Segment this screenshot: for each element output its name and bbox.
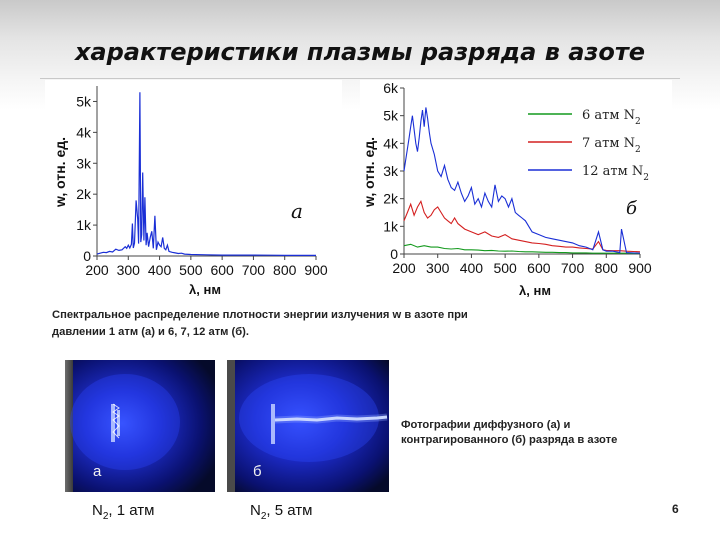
chart-a-annotation: а bbox=[291, 199, 303, 223]
a-xtick-label: 600 bbox=[210, 262, 234, 278]
spectrum-chart-b: 0 1k 2k 3k 4k 5k 6k 200 300 400 500 600 700 800 900 6… bbox=[360, 80, 672, 302]
photo-b-gas: N bbox=[250, 502, 261, 519]
b-xtick-label: 400 bbox=[460, 260, 484, 276]
page-number: 6 bbox=[672, 502, 679, 516]
chart-a-ylabel: w, отн. ед. bbox=[52, 137, 68, 208]
b-ytick-label: 0 bbox=[390, 246, 398, 262]
slide-title: характеристики плазмы разряда в азоте bbox=[74, 38, 646, 66]
a-xtick-label: 500 bbox=[179, 262, 203, 278]
b-xtick-label: 700 bbox=[561, 260, 585, 276]
photo-a-letter: а bbox=[93, 463, 102, 480]
photo-b-letter: б bbox=[253, 463, 262, 480]
b-xtick-label: 900 bbox=[628, 260, 652, 276]
chart-a-background bbox=[45, 80, 342, 302]
b-xtick-label: 600 bbox=[527, 260, 551, 276]
a-xtick-label: 900 bbox=[304, 262, 328, 278]
chart-a-series-line bbox=[96, 92, 316, 256]
b-xtick-label: 800 bbox=[595, 260, 619, 276]
b-xtick-label: 300 bbox=[426, 260, 450, 276]
chart-b-series-7atm bbox=[403, 200, 641, 253]
chart-a-xlabel: λ, нм bbox=[189, 282, 221, 297]
a-xtick-label: 200 bbox=[85, 262, 109, 278]
b-xtick-label: 200 bbox=[392, 260, 416, 276]
a-ytick-label: 2k bbox=[76, 186, 92, 202]
b-ytick-label: 5k bbox=[383, 108, 399, 124]
photo-a-gas-label: N2, 1 атм bbox=[92, 502, 154, 522]
legend-label: 12 атм N2 bbox=[582, 164, 649, 183]
spectrum-chart-a: 0 1k 2k 3k 4k 5k 200 300 400 500 600 700 800 900 w, … bbox=[45, 80, 342, 302]
a-ytick-label: 3k bbox=[76, 155, 92, 171]
photo-a-gas-sub: 2 bbox=[102, 511, 109, 522]
b-ytick-label: 1k bbox=[383, 218, 399, 234]
chart-b-series-12atm bbox=[403, 107, 641, 254]
photo-a-pressure: , 1 атм bbox=[108, 502, 155, 519]
photos-caption: Фотографии диффузного (а) и контрагирова… bbox=[401, 419, 618, 446]
discharge-photo-a bbox=[65, 360, 215, 492]
b-xtick-label: 500 bbox=[493, 260, 517, 276]
a-ytick-label: 1k bbox=[76, 217, 92, 233]
chart-b-ylabel: w, отн. ед. bbox=[361, 137, 377, 208]
a-xtick-label: 300 bbox=[117, 262, 141, 278]
a-ytick-label: 5k bbox=[76, 93, 92, 109]
b-ytick-label: 4k bbox=[383, 135, 399, 151]
chart-b-xlabel: λ, нм bbox=[519, 283, 551, 298]
a-xtick-label: 400 bbox=[148, 262, 172, 278]
chart-b-series-6atm bbox=[403, 243, 640, 254]
a-ytick-label: 0 bbox=[83, 248, 91, 264]
photo-b-pressure: , 5 атм bbox=[266, 502, 313, 519]
b-ytick-label: 3k bbox=[383, 163, 399, 179]
chart-b-annotation: б bbox=[626, 198, 638, 219]
photo-a-gas: N bbox=[92, 502, 103, 519]
photo-b-gas-sub: 2 bbox=[260, 511, 267, 522]
a-ytick-label: 4k bbox=[76, 124, 92, 140]
b-ytick-label: 2k bbox=[383, 191, 399, 207]
spectra-caption-line2: давлении 1 атм (а) и 6, 7, 12 атм (б). bbox=[52, 326, 250, 338]
spectra-caption-line1: Спектральное распределение плотности эне… bbox=[52, 309, 468, 321]
b-ytick-label: 6k bbox=[383, 80, 399, 96]
discharge-photo-b bbox=[227, 360, 389, 492]
photo-b-gas-label: N2, 5 атм bbox=[250, 502, 312, 522]
legend-label: 6 атм N2 bbox=[582, 108, 641, 127]
a-xtick-label: 800 bbox=[273, 262, 297, 278]
a-xtick-label: 700 bbox=[242, 262, 266, 278]
chart-b-legend: 6 атм N2 7 атм N2 12 атм N2 bbox=[528, 108, 649, 183]
spectra-caption: Спектральное распределение плотности эне… bbox=[52, 307, 632, 341]
legend-label: 7 атм N2 bbox=[582, 136, 641, 155]
title-divider bbox=[40, 78, 680, 79]
